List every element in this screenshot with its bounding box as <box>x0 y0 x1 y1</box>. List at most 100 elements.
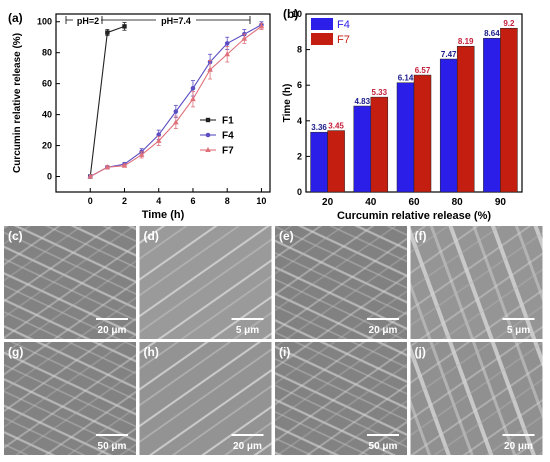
y-tick-label-b: 4 <box>297 116 302 126</box>
x-tick-label-b: 60 <box>408 197 420 208</box>
bar-f7 <box>413 74 432 193</box>
data-label-f7: 8.19 <box>458 37 474 46</box>
x-tick-label-a: 10 <box>256 196 266 206</box>
sem-panel-label: (g) <box>8 345 23 359</box>
bar-f4 <box>396 82 415 193</box>
sem-panel-label: (f) <box>415 229 427 243</box>
data-point-f4 <box>190 85 196 91</box>
bar-f4 <box>439 58 458 193</box>
legend-label-f7: F7 <box>222 146 234 157</box>
series-line-f1 <box>89 25 125 177</box>
data-point-f7 <box>155 137 162 143</box>
bar-f4 <box>353 105 372 193</box>
y-tick-label-a: 100 <box>37 17 52 27</box>
y-tick-label-a: 60 <box>42 79 52 89</box>
bar-f4 <box>310 131 328 193</box>
release-profile-chart: (a) Time (h) Curcumin relative release (… <box>8 11 271 221</box>
sem-image-j: (j) 20 μm <box>410 342 543 455</box>
sem-fiber-overlay <box>139 342 272 455</box>
bar-f7 <box>500 27 518 193</box>
bar-f4 <box>483 37 501 193</box>
data-point-f7 <box>258 23 265 29</box>
scale-bar-label: 50 μm <box>369 441 398 452</box>
x-axis-label-b: Curcumin relative release (%) <box>337 210 491 222</box>
data-point-f7 <box>241 35 248 41</box>
data-label-f7: 6.57 <box>415 66 431 75</box>
scale-bar-label: 50 μm <box>98 441 127 452</box>
y-tick-label-b: 10 <box>292 9 302 19</box>
y-tick-label-a: 40 <box>42 110 52 120</box>
data-label-f4: 3.36 <box>311 123 327 132</box>
legend-marker-f4 <box>205 132 211 138</box>
data-label-f7: 3.45 <box>328 122 344 131</box>
panel-label-b: (b) <box>283 7 298 21</box>
sem-fiber-overlay <box>410 226 543 339</box>
legend-a: F1 F4 F7 <box>200 116 234 157</box>
legend-swatch-f7 <box>311 33 333 45</box>
sem-panel-label: (h) <box>144 345 159 359</box>
sem-panel-label: (i) <box>279 345 290 359</box>
data-label-f4: 6.14 <box>398 74 414 83</box>
x-tick-label-b: 90 <box>495 197 507 208</box>
legend-label-f1: F1 <box>222 116 234 127</box>
legend-label-f4: F4 <box>222 131 234 142</box>
sem-image-g: (g) 50 μm <box>4 342 136 455</box>
sem-panel-label: (d) <box>144 229 159 243</box>
legend-label-f7: F7 <box>337 34 350 46</box>
data-point-f1 <box>122 24 127 29</box>
y-tick-label-a: 0 <box>47 172 52 182</box>
data-label-f4: 8.64 <box>484 29 500 38</box>
scale-bar-label: 5 μm <box>236 325 259 336</box>
x-tick-label-b: 40 <box>365 197 377 208</box>
series-line-f4 <box>89 24 262 178</box>
x-axis-label-a: Time (h) <box>142 209 185 221</box>
y-axis-label-b: Time (h) <box>282 84 293 123</box>
x-tick-label-b: 20 <box>322 197 334 208</box>
scale-bar-label: 20 μm <box>504 441 533 452</box>
bar-f7 <box>456 45 475 193</box>
sem-fiber-overlay <box>410 342 543 455</box>
sem-image-d: (d) 5 μm <box>139 226 272 339</box>
sem-fiber-overlay <box>4 226 136 339</box>
data-label-f7: 9.2 <box>503 19 515 28</box>
series-group-a <box>87 21 265 179</box>
y-tick-label-b: 0 <box>297 187 302 197</box>
sem-micrograph-grid: (c) 20 μm (d) 5 μm (e) 20 μm (f) 5 μm (g) 50 μm (h… <box>4 226 543 455</box>
x-tick-label-a: 2 <box>122 196 127 206</box>
data-point-f7 <box>121 162 128 168</box>
bar-f7 <box>370 96 389 193</box>
data-point-f4 <box>173 109 179 114</box>
sem-fiber-overlay <box>4 342 136 455</box>
sem-fiber-overlay <box>139 226 272 339</box>
legend-marker-f7 <box>205 147 211 152</box>
legend-marker-f1 <box>205 117 211 123</box>
x-tick-label-a: 6 <box>190 196 195 206</box>
sem-image-i: (i) 50 μm <box>275 342 407 455</box>
y-axis-label-a: Curcumin relative release (%) <box>12 33 23 173</box>
ph2-label: pH=2 <box>77 16 99 26</box>
sem-panel-label: (c) <box>8 229 23 243</box>
panel-label-a: (a) <box>8 11 23 25</box>
plot-frame-a <box>55 13 271 193</box>
data-label-f7: 5.33 <box>372 88 388 97</box>
bar-group-b: 20 3.36 3.45 40 4.835.33 60 6.146.57 80 7.478.19… <box>310 19 518 208</box>
sem-fiber-overlay <box>275 342 407 455</box>
y-tick-label-b: 2 <box>297 151 302 161</box>
data-point-f1 <box>105 30 110 35</box>
x-tick-label-a: 8 <box>225 196 230 206</box>
sem-image-f: (f) 5 μm <box>410 226 543 339</box>
sem-image-c: (c) 20 μm <box>4 226 136 339</box>
legend-label-f4: F4 <box>337 19 350 31</box>
data-point-f7 <box>173 119 179 125</box>
data-point-f7 <box>87 173 94 179</box>
scale-bar-label: 20 μm <box>233 441 262 452</box>
scale-bar-label: 20 μm <box>98 325 127 336</box>
sem-panel-label: (j) <box>415 345 426 359</box>
y-tick-label-b: 6 <box>297 80 302 90</box>
data-point-f7 <box>104 164 111 170</box>
data-point-f7 <box>207 66 213 72</box>
data-point-f7 <box>138 151 145 157</box>
